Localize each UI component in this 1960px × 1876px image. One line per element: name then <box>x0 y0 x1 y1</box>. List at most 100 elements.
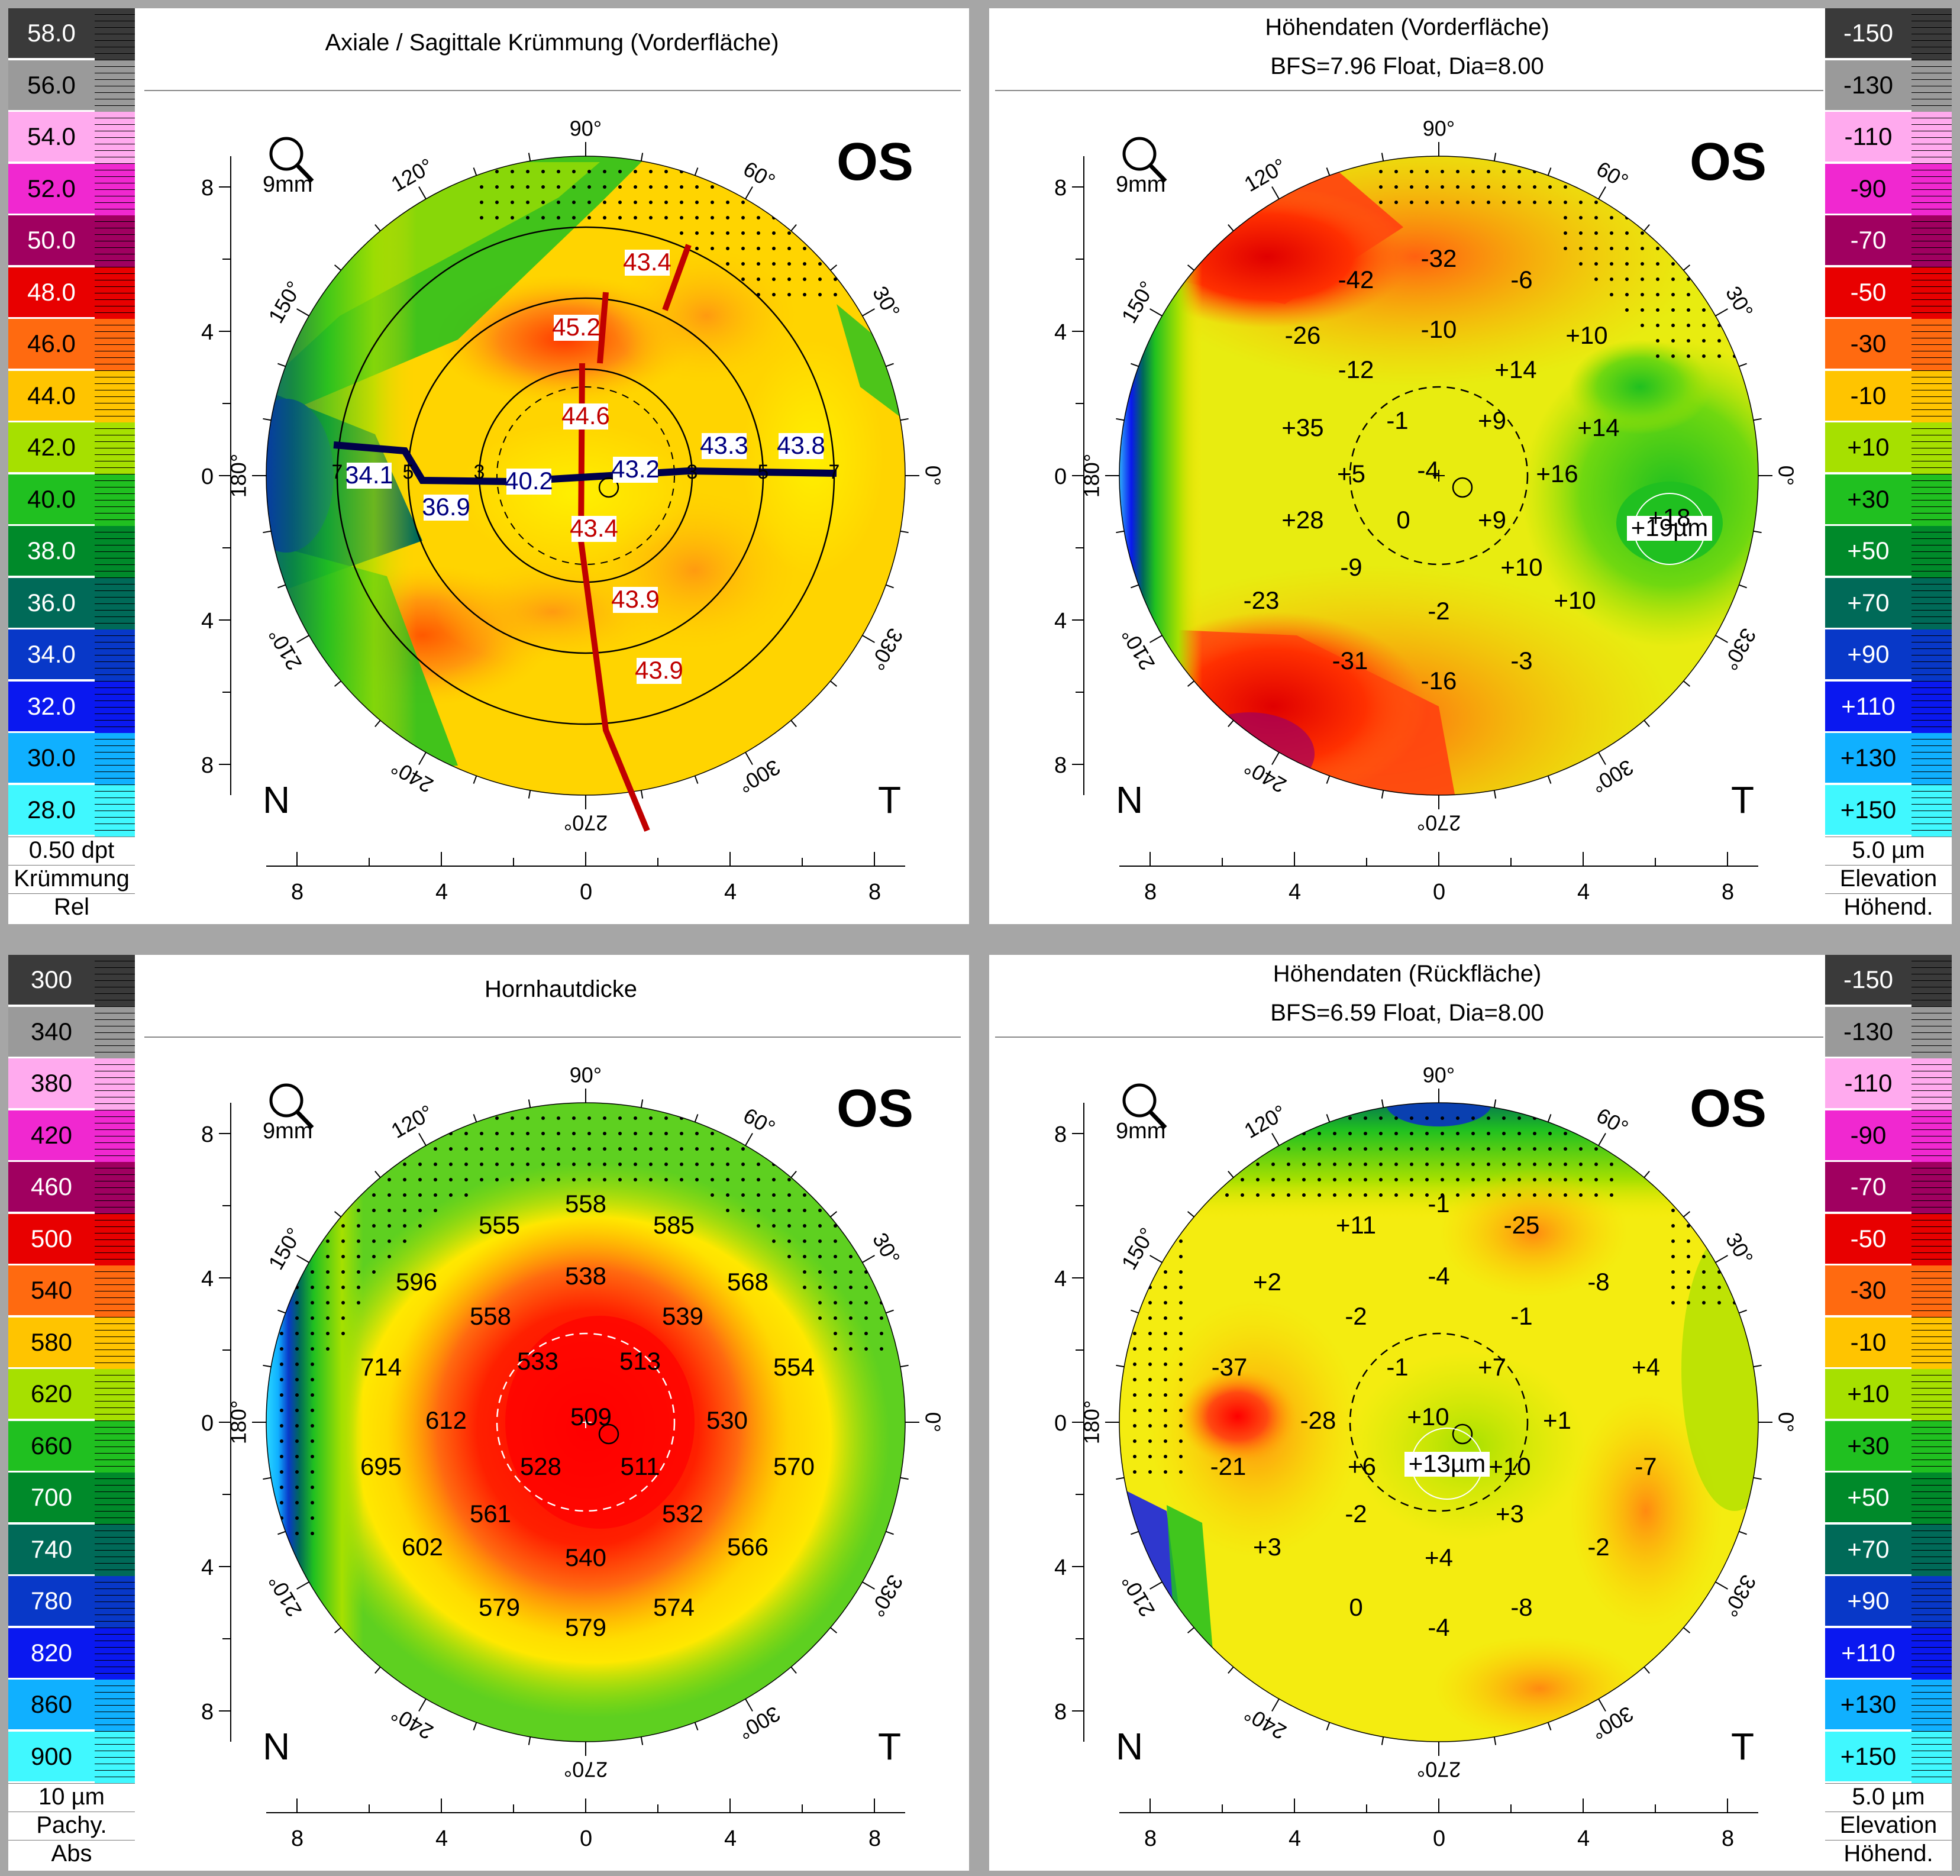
map-value: +7 <box>1478 1353 1506 1381</box>
scale-subdivision <box>1911 1524 1952 1577</box>
y-tick-label: 0 <box>1054 464 1067 489</box>
angle-label: 90° <box>1423 117 1455 141</box>
scale-subdivision <box>95 577 135 630</box>
angle-label: 180° <box>227 1400 251 1444</box>
scale-swatch: 460 <box>8 1162 95 1212</box>
scale-subdivision <box>1911 1110 1952 1163</box>
nasal-label: N <box>1116 1725 1143 1768</box>
scale-swatch: -110 <box>1825 1058 1911 1108</box>
map-value: 579 <box>565 1613 606 1641</box>
scale-swatch: -30 <box>1825 319 1911 369</box>
x-tick-label: 4 <box>435 1826 448 1851</box>
y-tick-label: 4 <box>201 320 214 345</box>
scale-subdivision <box>95 1576 135 1628</box>
scale-swatch: 740 <box>8 1524 95 1574</box>
y-tick-label: 0 <box>201 1411 214 1436</box>
angle-label: 150° <box>263 277 306 327</box>
axial-curvature-panel: 58.0 56.0 54.0 52.0 50.0 48.0 46.0 44.0 42.0 40.0… <box>8 8 969 924</box>
angle-label: 210° <box>263 624 306 674</box>
zoom-icon[interactable]: 9mm <box>1116 1083 1167 1144</box>
scale-subdivision <box>1911 1006 1952 1059</box>
map-value: -2 <box>1587 1533 1609 1561</box>
steep-reading-box <box>571 516 616 542</box>
map-value: 513 <box>619 1347 661 1375</box>
map-value: -10 <box>1421 315 1457 343</box>
temporal-label: T <box>1731 1725 1754 1768</box>
map-value: -4 <box>1428 1613 1449 1641</box>
scale-subdivision <box>95 1058 135 1110</box>
scale-subdivision <box>1911 1731 1952 1784</box>
back-elevation-map: +13µm 8 4 0 4 8 8 4 0 4 8 90° 120° 60° 150° 30° 180° 0° 2… <box>1054 1063 1798 1851</box>
scale-footer-label: Pachy. <box>8 1812 135 1841</box>
x-tick-label: 8 <box>1144 880 1157 905</box>
scale-swatch: 34.0 <box>8 629 95 679</box>
map-value: -28 <box>1300 1406 1336 1434</box>
map-value: +10 <box>1500 553 1542 581</box>
scale-subdivision <box>95 1524 135 1577</box>
zoom-icon[interactable]: 9mm <box>263 137 314 197</box>
scale-swatch: 780 <box>8 1576 95 1626</box>
angle-label: 150° <box>1116 1223 1160 1274</box>
scale-footer-label: 5.0 µm <box>1825 1783 1952 1812</box>
scale-subdivision <box>95 1369 135 1421</box>
scale-swatch: +10 <box>1825 1369 1911 1419</box>
scale-subdivision <box>1911 1317 1952 1370</box>
y-tick-label: 8 <box>201 176 214 201</box>
map-value: -8 <box>1587 1268 1609 1296</box>
map-value: -1 <box>1428 1190 1449 1218</box>
angle-label: 300° <box>734 1701 784 1745</box>
flat-reading-box <box>506 469 551 495</box>
map-value: 530 <box>706 1406 748 1434</box>
map-value: +11 <box>1336 1211 1376 1239</box>
angle-label: 90° <box>570 117 602 141</box>
angle-label: 60° <box>1593 1103 1633 1140</box>
scale-subdivision <box>1911 1420 1952 1473</box>
map-value: -16 <box>1421 667 1457 695</box>
map-value: +9 <box>1478 506 1506 534</box>
angle-label: 150° <box>263 1223 306 1274</box>
angle-label: 330° <box>1718 624 1761 674</box>
scale-subdivision <box>95 733 135 785</box>
angle-label: 60° <box>740 156 780 193</box>
angle-label: 270° <box>564 1757 608 1781</box>
scale-subdivision <box>1911 955 1952 1007</box>
scale-subdivision <box>1911 1680 1952 1732</box>
scale-swatch: -90 <box>1825 163 1911 214</box>
scale-subdivision <box>1911 577 1952 630</box>
angle-label: 120° <box>1240 153 1290 196</box>
scale-subdivision <box>95 267 135 319</box>
scale-swatch: -30 <box>1825 1265 1911 1315</box>
zoom-icon[interactable]: 9mm <box>263 1083 314 1144</box>
scale-swatch: 500 <box>8 1213 95 1264</box>
scale-subdivision <box>95 319 135 371</box>
pachymetry-map: 8 4 0 4 8 8 4 0 4 8 90° 120° 60° 150° 30° 180° 0° 210° 330… <box>201 1063 945 1851</box>
y-tick-label: 8 <box>201 1122 214 1147</box>
scale-swatch: 900 <box>8 1731 95 1781</box>
map-value: 528 <box>520 1452 561 1480</box>
scale-swatch: 48.0 <box>8 267 95 317</box>
scale-swatch: 44.0 <box>8 370 95 421</box>
map-value: +4 <box>1632 1353 1660 1381</box>
map-value: -6 <box>1510 266 1532 293</box>
steep-reading: 43.4 <box>623 248 671 276</box>
scale-subdivision <box>1911 422 1952 474</box>
map-value: -32 <box>1421 244 1457 272</box>
map-value: 574 <box>653 1593 695 1621</box>
scale-swatch: -130 <box>1825 1006 1911 1057</box>
scale-footer-label: 10 µm <box>8 1783 135 1812</box>
temporal-label: T <box>878 779 901 821</box>
zoom-icon[interactable]: 9mm <box>1116 137 1167 197</box>
scale-subdivision <box>95 1110 135 1163</box>
scale-swatch: -70 <box>1825 1162 1911 1212</box>
map-value: -23 <box>1244 586 1280 614</box>
map-value: 555 <box>479 1211 520 1239</box>
steep-meridian <box>577 363 650 832</box>
x-tick-label: 0 <box>580 880 592 905</box>
nasal-label: N <box>1116 779 1143 821</box>
scale-subdivision <box>1911 1369 1952 1421</box>
map-value: +18 <box>1648 503 1690 531</box>
x-tick-label: 0 <box>1433 1826 1445 1851</box>
scale-footer-label: Krümmung <box>8 865 135 894</box>
map-value: -8 <box>1510 1593 1532 1621</box>
scale-swatch: -90 <box>1825 1110 1911 1160</box>
